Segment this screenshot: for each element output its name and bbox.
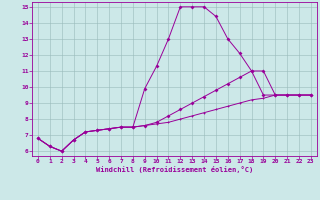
X-axis label: Windchill (Refroidissement éolien,°C): Windchill (Refroidissement éolien,°C) xyxy=(96,166,253,173)
